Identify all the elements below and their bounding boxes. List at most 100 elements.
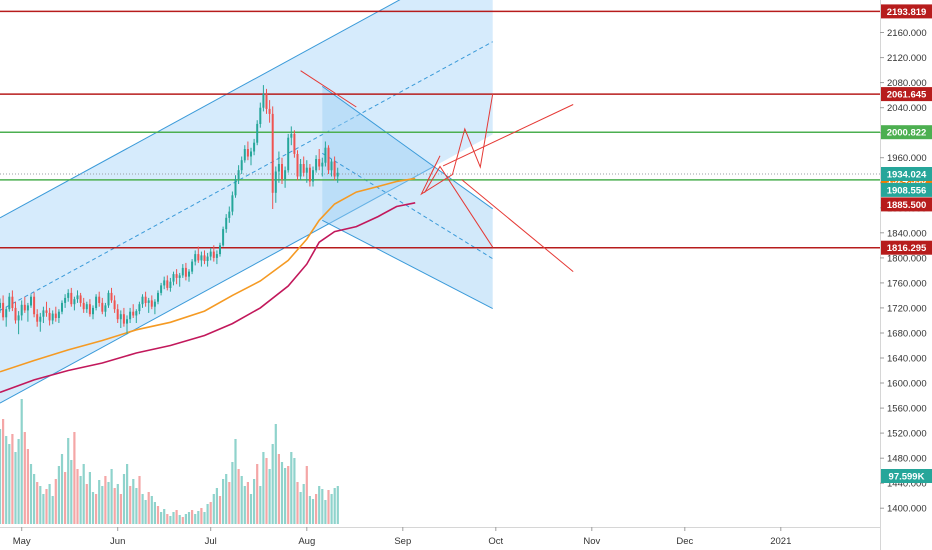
candle-body [98, 296, 101, 303]
volume-bar [200, 508, 203, 524]
price-tag-label: 1908.556 [887, 185, 927, 196]
volume-bar [318, 486, 321, 524]
candle-body [11, 296, 14, 308]
x-tick-label: Nov [583, 536, 600, 547]
candle-body [237, 170, 240, 179]
candle-body [33, 296, 36, 315]
volume-bar [138, 476, 141, 524]
candle-body [42, 310, 45, 317]
candle-body [290, 133, 293, 138]
price-tag-label: 1885.500 [887, 200, 927, 211]
time-axis[interactable]: May Jun Jul Aug Sep Oct Nov Dec 2021 [13, 527, 792, 547]
volume-bar [23, 432, 26, 524]
volume-bar [88, 472, 91, 524]
channel-lower-line [0, 166, 435, 404]
candle-body [203, 255, 206, 261]
volume-bar [296, 482, 299, 524]
volume-bar [95, 494, 98, 524]
volume-bar [311, 499, 315, 524]
candle-body [200, 255, 203, 261]
ma-slow-line [0, 202, 416, 394]
candle-body [113, 300, 116, 310]
volume-bar [218, 496, 222, 524]
candle-body [73, 299, 76, 305]
volume-bar [240, 476, 243, 524]
level-tag-label: 2061.645 [887, 90, 927, 101]
volume-bar [206, 504, 209, 524]
descending-wedge [322, 86, 493, 309]
candle-body [122, 314, 125, 324]
volume-bar [330, 494, 333, 524]
volume-bar [231, 462, 234, 524]
candle-body [225, 217, 228, 230]
volume-bar [237, 469, 240, 524]
candle-body [315, 159, 318, 171]
candle-body [39, 316, 42, 322]
candle-body [271, 113, 274, 193]
candle-body [92, 307, 94, 315]
volume-bar [262, 452, 265, 524]
volume-bar [212, 494, 215, 524]
candle-body [169, 281, 172, 288]
volume-bar [336, 486, 339, 524]
volume-bar [181, 517, 184, 524]
x-tick-label: May [13, 536, 31, 547]
candle-body [135, 311, 138, 316]
x-tick-label: Jul [205, 536, 217, 547]
candle-body [61, 302, 63, 312]
y-tick-label: 1400.000 [887, 504, 927, 515]
candle-body [119, 314, 122, 320]
volume-bar [166, 514, 169, 524]
candle-body [101, 302, 104, 312]
volume-bar [191, 510, 194, 524]
candle-body [228, 211, 231, 218]
volume-bar [39, 486, 42, 524]
candle-body [243, 149, 246, 161]
candle-body [240, 160, 243, 171]
volume-bar [141, 494, 144, 524]
candle-body [30, 296, 32, 306]
y-tick-label: 1960.000 [887, 153, 927, 164]
volume-bar [299, 492, 302, 524]
candle-body [110, 292, 113, 301]
projection-line [442, 104, 574, 167]
volume-bar [284, 468, 287, 524]
x-tick-label: 2021 [770, 536, 791, 547]
candle-body [67, 292, 70, 298]
candle-body [76, 295, 79, 300]
rising-channel [0, 0, 493, 404]
candle-body [129, 311, 132, 320]
volume-bar [29, 464, 33, 524]
volume-bar [271, 444, 274, 524]
y-tick-label: 1600.000 [887, 379, 927, 390]
candle-body [246, 149, 249, 157]
candle-body [70, 292, 73, 305]
candle-body [234, 179, 237, 196]
volume-bar [116, 484, 119, 524]
volume-bar [48, 484, 51, 524]
candle-body [302, 164, 305, 173]
candle-body [64, 297, 67, 303]
volume-bar [101, 486, 104, 524]
y-tick-label: 1640.000 [887, 354, 927, 365]
candle-body [184, 267, 187, 277]
candle-body [305, 167, 308, 173]
candle-body [206, 256, 209, 261]
candle-body [299, 164, 302, 177]
volume-bar [259, 486, 262, 524]
volume-bar [315, 494, 318, 524]
candle-body [132, 311, 135, 316]
volume-bar [91, 492, 95, 524]
y-tick-label: 1520.000 [887, 429, 927, 440]
volume-bar [215, 488, 218, 524]
volume-bar [113, 488, 116, 524]
volume-bar [321, 489, 324, 524]
volume-bar [122, 474, 126, 524]
volume-bar [324, 500, 327, 524]
candle-body [256, 123, 259, 143]
volume-bar [222, 479, 225, 524]
volume-bar [277, 454, 280, 524]
volume-tag-label: 97.599K [889, 472, 925, 483]
volume-bar [79, 476, 82, 524]
